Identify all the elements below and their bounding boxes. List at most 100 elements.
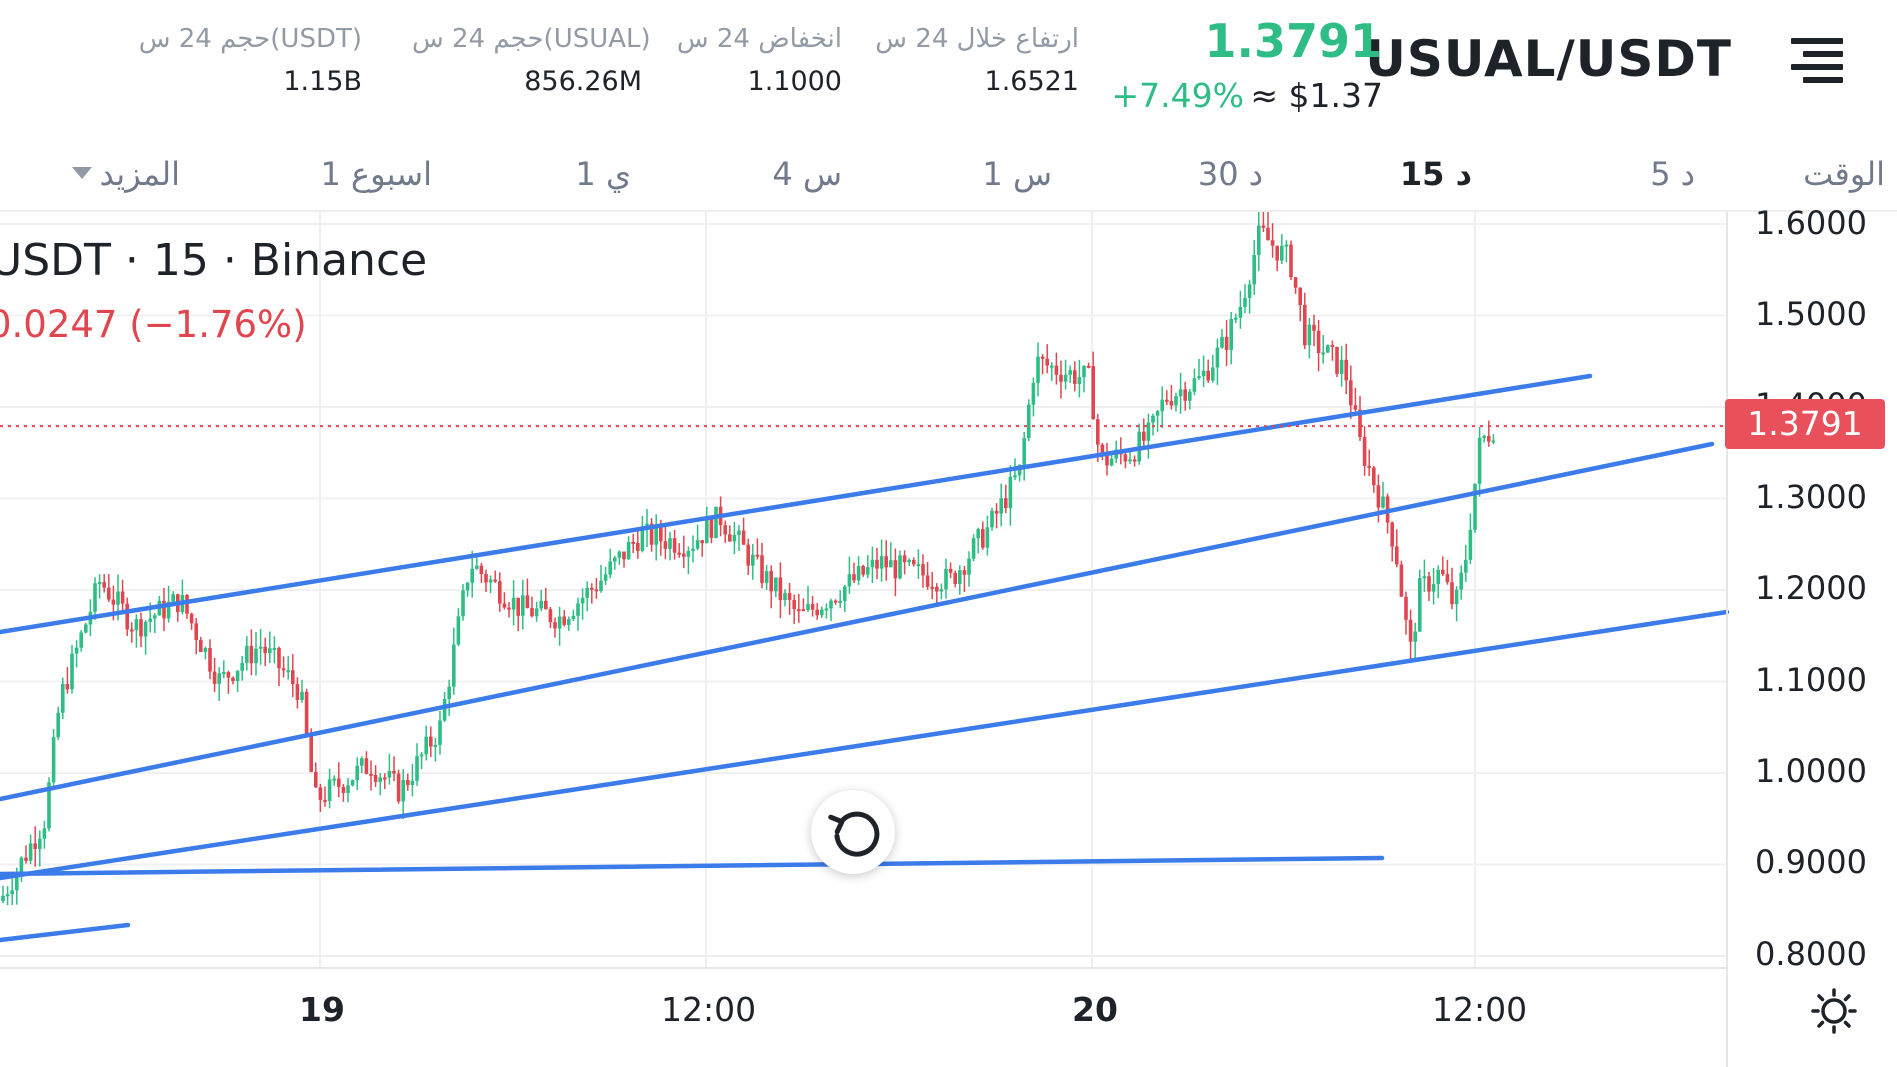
candle-body — [295, 683, 300, 700]
candle-body — [806, 604, 810, 610]
candle-body — [613, 557, 617, 562]
tab-more[interactable]: المزيد — [100, 155, 181, 193]
candle-body — [994, 510, 999, 514]
candle-body — [1073, 370, 1077, 384]
candle-body — [557, 616, 562, 629]
trendline — [0, 922, 131, 943]
candle-body — [562, 616, 566, 625]
candle-body — [1054, 365, 1059, 375]
reset-chart-button[interactable] — [811, 790, 895, 874]
chart-grid — [0, 212, 1727, 968]
candle-body — [304, 691, 309, 735]
candle-body — [691, 548, 695, 551]
candle-body — [79, 632, 83, 648]
candle-body — [364, 758, 369, 774]
candle-body — [889, 560, 893, 568]
candle-body — [801, 609, 806, 612]
menu-icon[interactable] — [1791, 38, 1843, 84]
candle-body — [1413, 631, 1417, 642]
candle-body — [631, 541, 635, 544]
tab-1d[interactable]: 1 ي — [575, 155, 631, 193]
chart-change-line: 0.0247 (−1.76%) — [0, 303, 307, 346]
candle-body — [1086, 365, 1091, 368]
candle-body — [741, 530, 746, 545]
candle-body — [240, 662, 244, 671]
candle-body — [921, 564, 925, 576]
candle-body — [148, 618, 152, 622]
candle-body — [1307, 324, 1312, 346]
candle-body — [1169, 401, 1174, 406]
y-tick: 0.8000 — [1755, 935, 1867, 973]
reset-icon — [828, 811, 880, 857]
candle-body — [810, 604, 815, 610]
candle-body — [410, 780, 415, 785]
candle-body — [1192, 378, 1197, 392]
candle-body — [245, 645, 249, 663]
candle-body — [429, 736, 433, 747]
candle-body — [760, 555, 764, 583]
candle-body — [332, 778, 336, 781]
candle-body — [1197, 376, 1201, 379]
candle-body — [272, 647, 277, 650]
candle-body — [369, 773, 373, 776]
candle-body — [1059, 374, 1063, 382]
candle-body — [291, 670, 295, 684]
trendlines — [0, 373, 1730, 943]
tab-4h[interactable]: 4 س — [772, 155, 842, 193]
x-tick: 20 — [1072, 990, 1118, 1029]
candle-body — [153, 615, 157, 619]
candle-body — [231, 677, 235, 682]
candle-body — [815, 609, 819, 616]
candle-body — [590, 587, 594, 590]
candle-body — [226, 672, 231, 678]
candle-body — [217, 673, 221, 684]
candle-body — [521, 595, 525, 616]
candle-body — [714, 506, 718, 538]
candle-body — [470, 568, 474, 583]
candle-body — [222, 672, 226, 675]
candle-body — [1215, 347, 1220, 368]
candle-body — [672, 538, 677, 553]
candle-body — [1151, 415, 1155, 423]
candle-body — [985, 527, 990, 548]
candle-body — [327, 779, 332, 802]
candle-body — [1358, 409, 1362, 437]
candle-body — [1132, 459, 1137, 462]
candle-body — [447, 686, 451, 699]
candle-body — [263, 646, 267, 654]
candle-body — [571, 615, 576, 620]
pair-title[interactable]: USUAL/USDT — [1365, 30, 1732, 88]
candles — [1, 212, 1496, 906]
sun-settings-icon[interactable] — [1811, 988, 1857, 1034]
candle-body — [622, 551, 626, 560]
candle-body — [479, 565, 484, 575]
price-chart[interactable] — [0, 212, 1897, 1067]
candle-body — [1160, 399, 1164, 412]
tab-1h[interactable]: 1 س — [982, 155, 1052, 193]
candle-body — [433, 744, 438, 747]
candle-body — [603, 574, 608, 581]
candle-body — [415, 756, 419, 781]
stat-value: 1.15B — [283, 66, 362, 97]
candle-body — [1445, 574, 1450, 583]
candle-body — [1491, 440, 1496, 443]
candle-body — [1372, 467, 1376, 486]
tab-15m[interactable]: 15 د — [1399, 155, 1472, 193]
stat-volume-base: حجم 24 س(USUAL) 856.26M — [412, 24, 651, 97]
candle-body — [824, 608, 829, 611]
tab-time[interactable]: الوقت — [1803, 155, 1885, 193]
y-tick: 1.5000 — [1755, 295, 1867, 333]
tab-1w[interactable]: 1 اسبوع — [320, 155, 432, 193]
candle-body — [870, 559, 875, 568]
tab-30m[interactable]: 30 د — [1197, 155, 1263, 193]
tab-5m[interactable]: 5 د — [1650, 155, 1695, 193]
candle-body — [755, 554, 760, 557]
candle-body — [1004, 498, 1008, 509]
candle-body — [1027, 404, 1031, 439]
candle-body — [856, 565, 861, 581]
candle-body — [5, 894, 10, 897]
candle-body — [1330, 345, 1335, 348]
candle-body — [1096, 419, 1100, 445]
x-tick: 12:00 — [661, 990, 757, 1029]
stat-label: حجم 24 س(USUAL) — [412, 24, 651, 54]
